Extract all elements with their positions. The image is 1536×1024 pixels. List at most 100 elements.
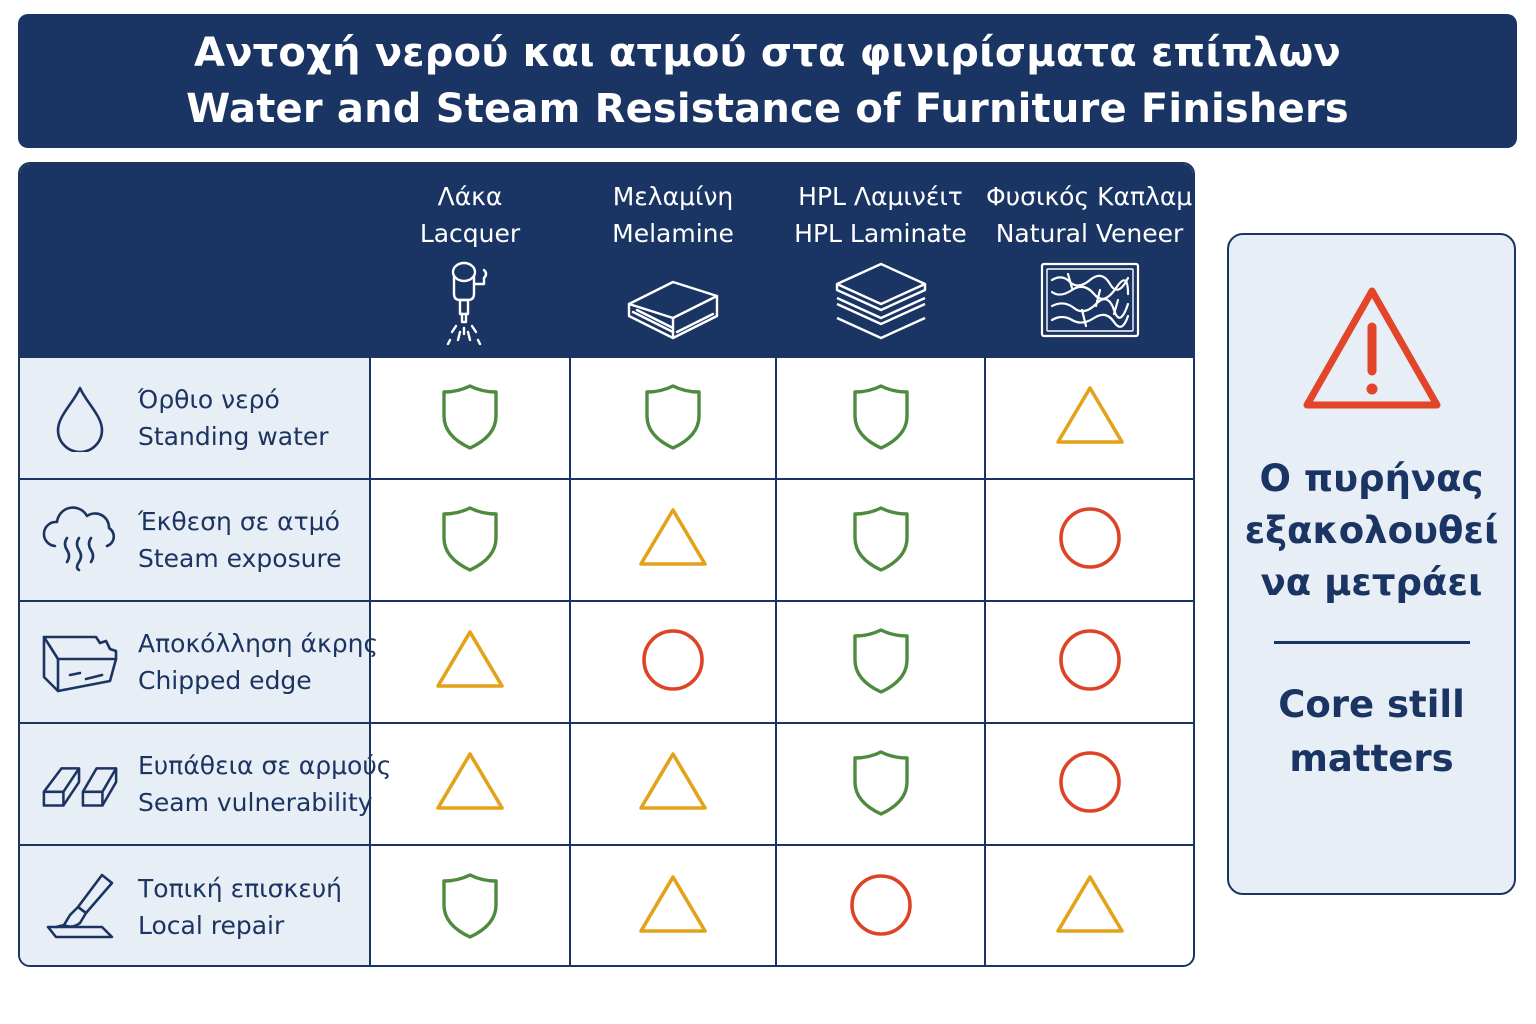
rating-mark xyxy=(1054,869,1126,945)
core-note-greek-line: Ο πυρήνας xyxy=(1259,457,1484,500)
row-header-seam-vulnerability: Ευπάθεια σε αρμούς Seam vulnerability xyxy=(20,723,391,846)
core-note-english: Core still matters xyxy=(1278,678,1465,786)
rating-cell xyxy=(985,723,1193,846)
row-label-greek: Ευπάθεια σε αρμούς xyxy=(138,751,392,780)
risk-circle-icon xyxy=(1058,751,1121,813)
rating-cell xyxy=(370,479,571,602)
rating-cell xyxy=(776,723,986,846)
row-label-greek: Τοπική επισκευή xyxy=(138,873,343,903)
column-label-greek: Φυσικός Καπλαμάς xyxy=(986,182,1193,211)
rating-mark xyxy=(845,746,917,822)
core-note-greek: Ο πυρήνας εξακολουθεί να μετράει xyxy=(1245,453,1499,609)
rating-mark xyxy=(845,869,917,945)
table-row: Τοπική επισκευή Local repair xyxy=(20,845,1193,965)
table-row: Ευπάθεια σε αρμούς Seam vulnerability xyxy=(20,723,1193,846)
shield-check-icon xyxy=(852,628,909,694)
risk-circle-icon xyxy=(1058,507,1121,569)
risk-circle-icon xyxy=(849,873,912,936)
water-drop-icon xyxy=(56,386,104,452)
core-note-panel: Ο πυρήνας εξακολουθεί να μετράει Core st… xyxy=(1227,233,1516,895)
layers-icon xyxy=(835,262,926,340)
seam-icon xyxy=(42,767,118,807)
steam-cloud-icon xyxy=(42,506,116,572)
title-banner: Αντοχή νερού και ατμού στα φινιρίσματα ε… xyxy=(18,14,1517,148)
row-label-greek: Όρθιο νερό xyxy=(138,385,280,414)
rating-mark xyxy=(1054,380,1126,456)
rating-mark xyxy=(1054,624,1126,700)
rating-mark xyxy=(434,502,506,578)
spray-gun-icon xyxy=(446,261,488,346)
rating-mark xyxy=(637,869,709,945)
rating-cell xyxy=(570,845,777,965)
rating-cell xyxy=(370,357,571,480)
rating-cell xyxy=(776,357,986,480)
row-label-greek: Αποκόλληση άκρης xyxy=(138,629,379,658)
caution-triangle-icon xyxy=(639,752,707,810)
caution-triangle-icon xyxy=(436,630,504,688)
shield-check-icon xyxy=(442,506,498,572)
rating-cell xyxy=(570,479,777,602)
rating-cell xyxy=(570,601,777,724)
rating-mark xyxy=(434,624,506,700)
row-label-english: Seam vulnerability xyxy=(138,788,373,817)
core-note-greek-line: να μετράει xyxy=(1260,561,1483,604)
title-greek: Αντοχή νερού και ατμού στα φινιρίσματα ε… xyxy=(194,30,1341,76)
rating-cell xyxy=(776,601,986,724)
rating-mark xyxy=(845,502,917,578)
column-header-melamine: Μελαμίνη Melamine xyxy=(570,164,777,358)
column-header-lacquer: Λάκα Lacquer xyxy=(370,164,571,358)
column-label-english: Lacquer xyxy=(419,219,521,248)
rating-cell xyxy=(985,845,1193,965)
rating-mark xyxy=(637,624,709,700)
caution-triangle-icon xyxy=(1055,874,1124,933)
rating-cell xyxy=(370,723,571,846)
header-corner xyxy=(20,164,371,358)
column-header-hpl-laminate: HPL Λαμινέιτ HPL Laminate xyxy=(776,164,986,358)
repair-brush-icon xyxy=(46,873,114,938)
rating-mark xyxy=(434,869,506,945)
rating-cell xyxy=(370,601,571,724)
divider xyxy=(1273,641,1470,644)
rating-cell xyxy=(776,845,986,965)
rating-cell xyxy=(570,723,777,846)
risk-circle-icon xyxy=(1058,629,1121,691)
row-label-english: Steam exposure xyxy=(138,544,342,573)
rating-mark xyxy=(637,380,709,456)
warning-icon xyxy=(1303,287,1440,409)
board-icon xyxy=(627,280,719,340)
row-label-english: Chipped edge xyxy=(138,666,312,695)
rating-cell xyxy=(985,479,1193,602)
row-header-steam-exposure: Έκθεση σε ατμό Steam exposure xyxy=(20,479,371,602)
column-label-english: HPL Laminate xyxy=(794,219,967,248)
column-label-english: Melamine xyxy=(612,219,734,248)
risk-circle-icon xyxy=(642,629,704,691)
caution-triangle-icon xyxy=(639,508,707,566)
row-label-english: Local repair xyxy=(138,910,285,940)
row-label-english: Standing water xyxy=(138,422,329,451)
rating-cell xyxy=(985,357,1193,480)
rating-mark xyxy=(434,746,506,822)
column-label-english: Natural Veneer xyxy=(995,219,1184,248)
rating-mark xyxy=(637,502,709,578)
rating-mark xyxy=(845,380,917,456)
shield-check-icon xyxy=(645,384,701,450)
table-row: Όρθιο νερό Standing water xyxy=(20,357,1193,480)
caution-triangle-icon xyxy=(436,752,504,810)
core-note-greek-line: εξακολουθεί xyxy=(1244,509,1499,552)
table-row: Έκθεση σε ατμό Steam exposure xyxy=(20,479,1193,602)
shield-check-icon xyxy=(442,384,498,450)
core-note-english-line: Core still xyxy=(1278,683,1465,726)
column-label-greek: HPL Λαμινέιτ xyxy=(798,182,963,211)
rating-cell xyxy=(985,601,1193,724)
wood-grain-icon xyxy=(1040,262,1139,338)
rating-mark xyxy=(1054,746,1126,822)
rating-mark xyxy=(637,746,709,822)
table-row: Αποκόλληση άκρης Chipped edge xyxy=(20,601,1193,724)
rating-cell xyxy=(776,479,986,602)
resistance-matrix: Λάκα Lacquer xyxy=(18,162,1195,967)
shield-check-icon xyxy=(852,384,909,450)
column-label-greek: Λάκα xyxy=(437,182,503,211)
column-label-greek: Μελαμίνη xyxy=(612,182,734,211)
rating-cell xyxy=(570,357,777,480)
rating-mark xyxy=(434,380,506,456)
